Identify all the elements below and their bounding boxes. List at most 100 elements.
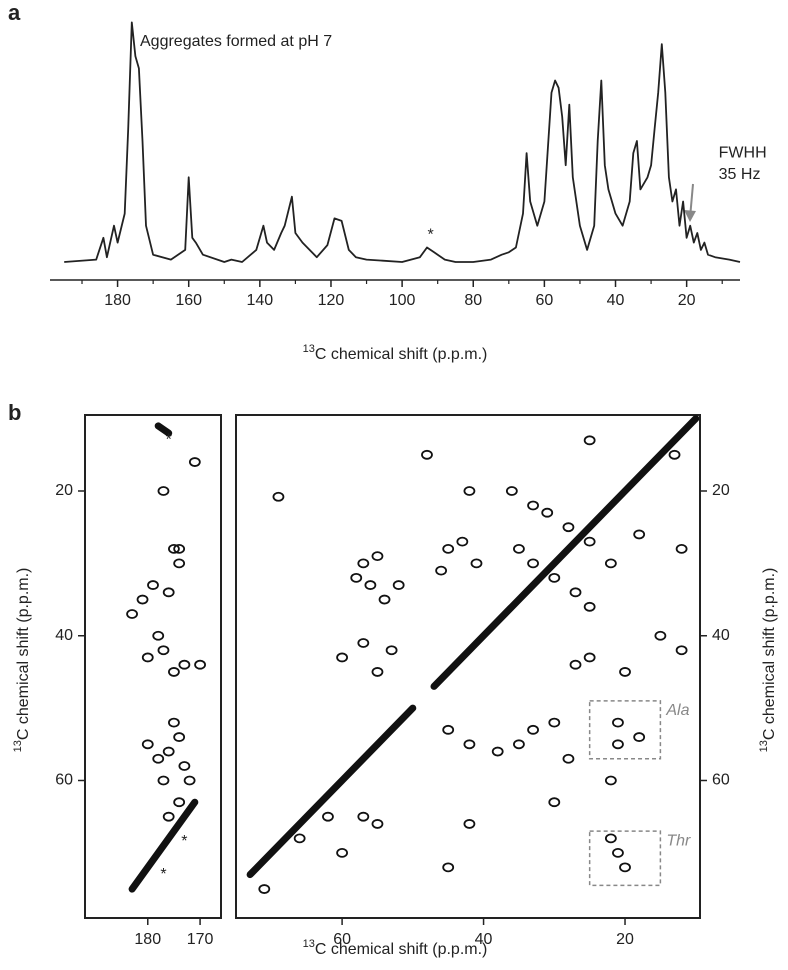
cross-peak — [141, 652, 154, 663]
x-tick-label: 120 — [318, 292, 345, 309]
cross-peak — [162, 587, 175, 598]
label-text: C chemical shift (p.p.m.) — [315, 941, 487, 958]
cross-peak — [583, 536, 596, 547]
cross-peak — [336, 847, 348, 858]
cross-peak — [157, 645, 170, 656]
cross-peak — [194, 659, 206, 670]
cross-peak — [442, 724, 455, 735]
diagonal-ridge — [246, 415, 700, 879]
cross-peak — [619, 667, 631, 677]
label-sup: 13 — [12, 740, 24, 752]
cross-peak — [136, 594, 149, 605]
cross-peak — [357, 558, 370, 569]
cross-peak — [654, 630, 667, 641]
cross-peak — [371, 551, 384, 562]
panel-label: a — [8, 0, 21, 25]
annotation: * — [160, 866, 166, 883]
cross-peak — [548, 717, 561, 728]
cross-peak — [569, 587, 582, 598]
cross-peak — [350, 572, 363, 583]
cross-peak — [619, 862, 631, 873]
cross-peak — [527, 558, 539, 569]
cross-peak — [470, 558, 483, 569]
cross-peak — [604, 775, 617, 786]
cross-peak — [562, 522, 575, 533]
cross-peak — [364, 580, 377, 590]
x-tick-label: 140 — [246, 292, 273, 309]
x-tick-label: 100 — [389, 292, 416, 309]
cross-peak — [583, 652, 596, 663]
cross-peak — [548, 572, 561, 583]
cross-peak — [371, 819, 384, 829]
panel-label: b — [8, 400, 21, 425]
diagonal-ridge — [128, 422, 199, 893]
cross-peak — [371, 667, 384, 677]
cross-peak — [162, 746, 175, 757]
cross-peak — [675, 543, 688, 554]
cross-peak — [604, 833, 617, 844]
cross-peak — [157, 775, 170, 786]
y-tick-label: 40 — [712, 627, 730, 644]
arrow-head — [684, 210, 696, 222]
cross-peak — [505, 486, 518, 496]
cross-peak — [527, 724, 539, 735]
spectrum — [64, 21, 741, 263]
cross-peak — [421, 449, 433, 460]
cross-peak — [173, 797, 186, 808]
cross-peak — [583, 601, 596, 612]
x-tick-label: 60 — [333, 931, 351, 948]
cross-peak — [183, 775, 196, 786]
spectrum-title: Aggregates formed at pH 7 — [140, 33, 332, 50]
x-tick-label: 40 — [475, 931, 493, 948]
cross-peak — [513, 543, 525, 554]
cross-peak — [322, 811, 334, 822]
cross-peak — [633, 529, 646, 540]
y-tick-label: 40 — [55, 627, 73, 644]
label-text: C chemical shift (p.p.m.) — [15, 568, 32, 740]
x-tick-label: 80 — [464, 292, 482, 309]
cross-peak — [336, 652, 348, 663]
cross-peak — [162, 811, 175, 822]
x-tick-label: 20 — [678, 292, 696, 309]
x-tick-label: 180 — [104, 292, 131, 309]
plot-frame — [84, 414, 222, 919]
cross-peak — [173, 543, 186, 554]
cross-peak — [168, 667, 180, 677]
cross-peak — [612, 717, 624, 728]
x-tick-label: 180 — [134, 931, 161, 948]
cross-peak — [173, 732, 186, 742]
x-axis-label: 13C chemical shift (p.p.m.) — [303, 343, 488, 363]
annotation: * — [166, 432, 172, 449]
cross-peak — [157, 486, 170, 496]
cross-peak — [463, 486, 476, 496]
annotation: 35 Hz — [719, 166, 761, 183]
x-tick-label: 170 — [187, 931, 214, 948]
cross-peak — [675, 645, 688, 656]
label-sup: 13 — [303, 938, 315, 950]
annotation: * — [427, 227, 433, 244]
annotation: FWHH — [719, 144, 767, 161]
x-tick-label: 20 — [616, 931, 634, 948]
y-axis-label: 13C chemical shift (p.p.m.) — [758, 568, 778, 753]
cross-peak — [463, 739, 476, 750]
cross-peak — [548, 797, 561, 808]
cross-peak — [357, 811, 370, 822]
cross-peak — [527, 500, 539, 511]
y-tick-label: 60 — [55, 772, 73, 789]
cross-peak — [541, 507, 554, 518]
y-tick-label: 20 — [55, 482, 73, 499]
cross-peak — [633, 732, 646, 742]
cross-peak — [152, 630, 165, 641]
label-text: C chemical shift (p.p.m.) — [761, 568, 778, 740]
cross-peak — [385, 645, 398, 656]
cross-peak — [188, 457, 201, 467]
cross-peak — [168, 543, 180, 554]
region-label: Thr — [666, 832, 691, 849]
annotation: * — [181, 833, 187, 850]
cross-peak — [147, 580, 159, 590]
region-box — [588, 700, 662, 760]
y-tick-label: 20 — [712, 482, 730, 499]
cross-peak — [178, 761, 191, 771]
cross-peak — [178, 659, 191, 670]
